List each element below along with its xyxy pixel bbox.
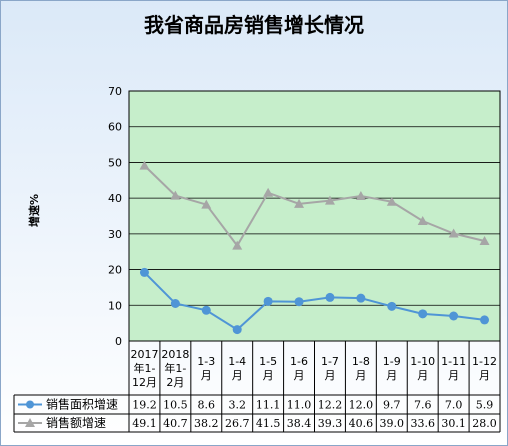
y-tick-label: 50 [108,156,122,169]
data-point [418,309,428,319]
y-tick-label: 0 [115,335,122,348]
data-label: 33.6 [410,417,435,430]
data-point [449,311,459,321]
plot-area: 0 10 20 30 40 50 60 70 [108,85,501,348]
y-tick-label: 70 [108,85,122,98]
x-category-label: 2月 [166,376,184,389]
data-point [417,216,428,225]
data-label: 3.2 [228,399,246,412]
data-label: 26.7 [225,417,250,430]
data-point [356,293,366,303]
data-label: 49.1 [132,417,157,430]
data-label: 39.3 [318,417,343,430]
x-category-label: 月 [479,369,490,382]
data-point [263,296,273,306]
data-label: 41.5 [256,417,281,430]
data-label: 5.9 [476,399,494,412]
x-category-label: 2017 [130,348,158,361]
data-label: 19.2 [132,399,157,412]
x-category-label: 1-10 [410,355,435,368]
data-point [448,228,459,238]
x-category-label: 月 [324,369,335,382]
data-point [294,198,305,208]
legend-marker [25,418,35,427]
x-category-label: 年1- [133,361,155,375]
x-category-label: 1-3 [197,355,215,368]
x-category-label: 1-4 [228,355,246,368]
data-label: 11.0 [287,399,312,412]
data-point [386,196,397,206]
series-line-2 [143,164,485,248]
y-tick-label: 20 [108,264,122,277]
data-label: 38.4 [287,417,312,430]
data-point [232,325,242,335]
y-tick-label: 10 [108,299,122,312]
legend-label: 销售额增速 [46,415,106,430]
y-tick-label: 40 [108,192,122,205]
data-label: 40.6 [349,417,374,430]
legend-marker [26,400,34,409]
x-category-label: 月 [417,369,428,382]
x-category-label: 12月 [132,376,157,389]
x-category-label: 1-6 [290,355,308,368]
data-point [387,301,397,311]
series-line-1 [143,271,485,331]
data-point [139,267,149,277]
y-tick-label: 30 [108,228,122,241]
plot-background [128,90,501,342]
data-label: 7.6 [414,399,432,412]
x-category-label: 1-5 [259,355,277,368]
data-point [170,190,181,200]
data-label: 12.0 [349,399,374,412]
x-category-label: 1-12 [472,355,497,368]
data-label: 38.2 [194,417,219,430]
data-point [201,199,212,209]
x-category-label: 月 [263,369,274,382]
x-category-label: 2018 [161,348,189,361]
data-table: 2017年1-12月2018年1-2月1-3月1-4月1-5月1-6月1-7月1… [13,341,501,433]
data-point [479,236,490,245]
x-category-label: 1-11 [441,355,466,368]
data-point [324,195,335,205]
x-category-label: 月 [201,369,212,382]
data-label: 12.2 [318,399,343,412]
x-category-label: 1-7 [321,355,339,368]
data-label: 10.5 [163,399,188,412]
data-point [139,160,150,170]
x-category-label: 1-9 [383,355,401,368]
data-point [232,240,243,250]
data-point [294,297,304,307]
chart-title: 我省商品房销售增长情况 [144,13,364,37]
data-label: 8.6 [198,399,216,412]
y-tick-label: 60 [108,121,122,134]
data-point [325,292,335,302]
x-category-label: 月 [448,369,459,382]
x-category-label: 月 [294,369,305,382]
data-point [480,315,490,325]
x-category-label: 1-8 [352,355,370,368]
data-label: 11.1 [256,399,281,412]
data-point [355,191,366,200]
x-category-label: 月 [355,369,366,382]
data-label: 7.0 [445,399,463,412]
x-category-label: 年1- [164,361,186,375]
x-category-label: 月 [386,369,397,382]
data-point [201,305,211,315]
data-label: 9.7 [383,399,401,412]
data-point [170,299,180,308]
data-label: 30.1 [441,417,466,430]
legend-label: 销售面积增速 [46,397,118,412]
data-label: 39.0 [380,417,405,430]
data-label: 40.7 [163,417,188,430]
data-point [263,187,274,197]
data-label: 28.0 [472,417,497,430]
x-category-label: 月 [232,369,243,382]
